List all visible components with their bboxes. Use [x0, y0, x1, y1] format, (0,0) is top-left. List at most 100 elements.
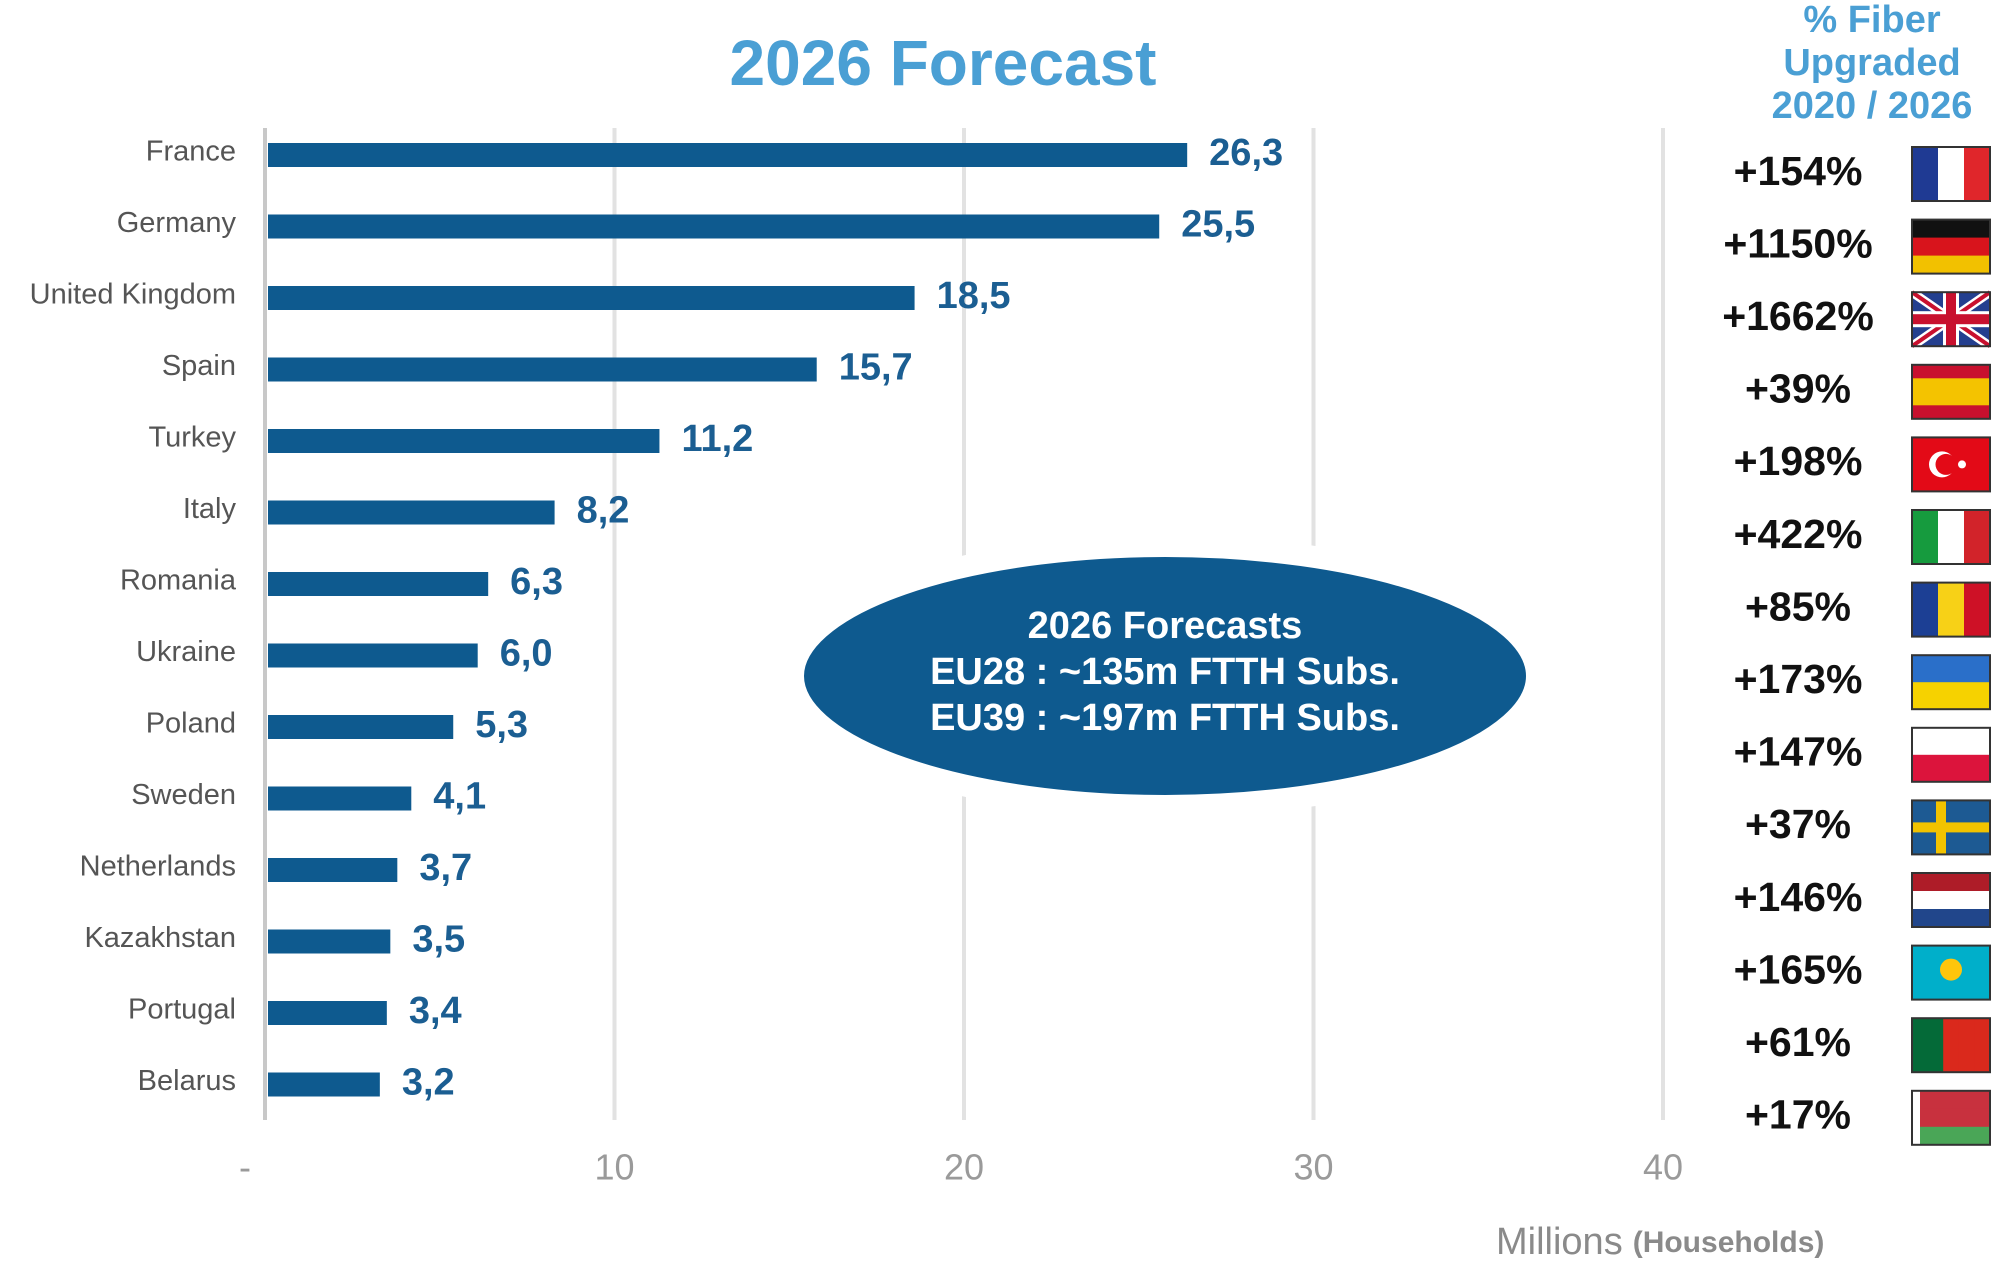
flag-stripe [1912, 510, 1939, 564]
data-label: 6,3 [510, 561, 563, 603]
bar [268, 500, 555, 525]
flag-stripe [1912, 147, 1939, 201]
data-label: 3,5 [412, 919, 465, 961]
flag [1911, 218, 1991, 275]
annotation: 2026 Forecasts EU28 : ~135m FTTH Subs. E… [782, 535, 1548, 817]
flag-border [1911, 218, 1991, 275]
data-label: 4,1 [433, 776, 486, 818]
flag-star [1958, 460, 1966, 469]
fiber-growth-label: +146% [1734, 874, 1863, 920]
flag-border [1911, 146, 1991, 202]
flag-stripe [1912, 1018, 1929, 1073]
fiber-growth-label: +154% [1734, 148, 1863, 194]
flag-border [1911, 654, 1991, 711]
flag-stripe [1912, 237, 1990, 257]
flag-crescent [1935, 453, 1957, 475]
data-label: 3,7 [419, 847, 472, 889]
fiber-growth-label: +1662% [1722, 293, 1874, 339]
flag-border [1911, 872, 1991, 928]
x-axis-label: Millions (Households) [1496, 1221, 1824, 1263]
flag [1911, 436, 1991, 493]
bar [268, 643, 478, 668]
flag-border [1911, 581, 1991, 638]
y-tick-label: Poland [146, 708, 236, 740]
flag-stripe [1912, 391, 1990, 406]
flag-stripe [1927, 1018, 1944, 1073]
y-tick-label: Spain [162, 350, 236, 382]
x-tick-label: 20 [944, 1147, 984, 1188]
flag-border [1911, 944, 1991, 1001]
flag [1911, 146, 1991, 202]
fiber-growth-label: +37% [1745, 801, 1851, 847]
flag-stripe [1974, 1018, 1991, 1073]
data-label: 26,3 [1209, 132, 1283, 174]
flag-cross [1912, 822, 1990, 833]
y-tick-label: Kazakhstan [84, 922, 236, 954]
fiber-growth-label: +198% [1734, 438, 1863, 484]
flag-stripe [1912, 873, 1990, 892]
bar [268, 929, 391, 954]
fiber-column: +154% +1150% +1662% +39% +198% +422% +85% +173%… [1722, 146, 1993, 1146]
flag-sun [1940, 958, 1962, 981]
y-tick-label: Belarus [138, 1065, 236, 1097]
flag-stripe [1964, 582, 1991, 637]
flag-stripe [1938, 147, 1965, 201]
data-label: 15,7 [839, 347, 913, 389]
flag-border [1911, 1089, 1991, 1146]
flag-stripe [1912, 1108, 1990, 1128]
bar [268, 286, 915, 310]
y-tick-label: United Kingdom [30, 279, 236, 311]
flag [1911, 1089, 1991, 1146]
x-axis-label-main: Millions [1496, 1221, 1623, 1263]
fiber-growth-label: +147% [1734, 729, 1863, 775]
y-tick-label: Italy [183, 493, 237, 525]
flag [1911, 726, 1991, 783]
bar [268, 786, 412, 811]
flag-cross [1912, 314, 1990, 325]
annotation-ellipse [782, 535, 1548, 817]
bar [268, 858, 398, 882]
flag-stripe [1912, 405, 1990, 420]
y-tick-label: Netherlands [80, 851, 236, 883]
flag-ornament [1912, 1090, 1920, 1145]
flag-stripe [1938, 510, 1965, 564]
annotation-line: EU39 : ~197m FTTH Subs. [930, 697, 1400, 739]
flag [1911, 1017, 1991, 1074]
fiber-growth-label: +165% [1734, 946, 1863, 992]
flag [1911, 654, 1991, 711]
x-tick-label: 10 [594, 1147, 634, 1188]
fiber-growth-label: +17% [1745, 1092, 1851, 1138]
fiber-growth-label: +39% [1745, 366, 1851, 412]
flag [1911, 509, 1991, 565]
flag-stripe [1943, 1018, 1960, 1073]
flag [1911, 944, 1991, 1001]
flag-stripe [1964, 510, 1991, 564]
flag-border [1911, 1017, 1991, 1074]
x-tick-label: - [239, 1147, 251, 1188]
annotation-line: EU28 : ~135m FTTH Subs. [930, 651, 1400, 693]
fiber-growth-label: +422% [1734, 511, 1863, 557]
flag-stripe [1912, 682, 1990, 710]
data-label: 3,2 [402, 1062, 455, 1104]
flag [1911, 872, 1991, 928]
fiber-header: 2020 / 2026 [1772, 85, 1973, 127]
flag-stripe [1912, 655, 1990, 683]
flag-stripe [1912, 1090, 1990, 1110]
flag [1911, 581, 1991, 638]
flag-border [1911, 799, 1991, 856]
flag-border [1911, 509, 1991, 565]
data-label: 5,3 [475, 704, 528, 746]
flag-stripe [1912, 909, 1990, 928]
flag-stripe [1912, 727, 1990, 756]
flag-stripe [1912, 891, 1990, 910]
y-tick-label: Portugal [128, 994, 236, 1026]
data-label: 6,0 [500, 633, 553, 675]
flag [1911, 363, 1991, 420]
flag-stripe [1912, 754, 1990, 783]
bar [268, 429, 660, 453]
data-label: 25,5 [1181, 204, 1255, 246]
fiber-header: % Fiber [1803, 0, 1940, 41]
data-label: 8,2 [577, 490, 630, 532]
